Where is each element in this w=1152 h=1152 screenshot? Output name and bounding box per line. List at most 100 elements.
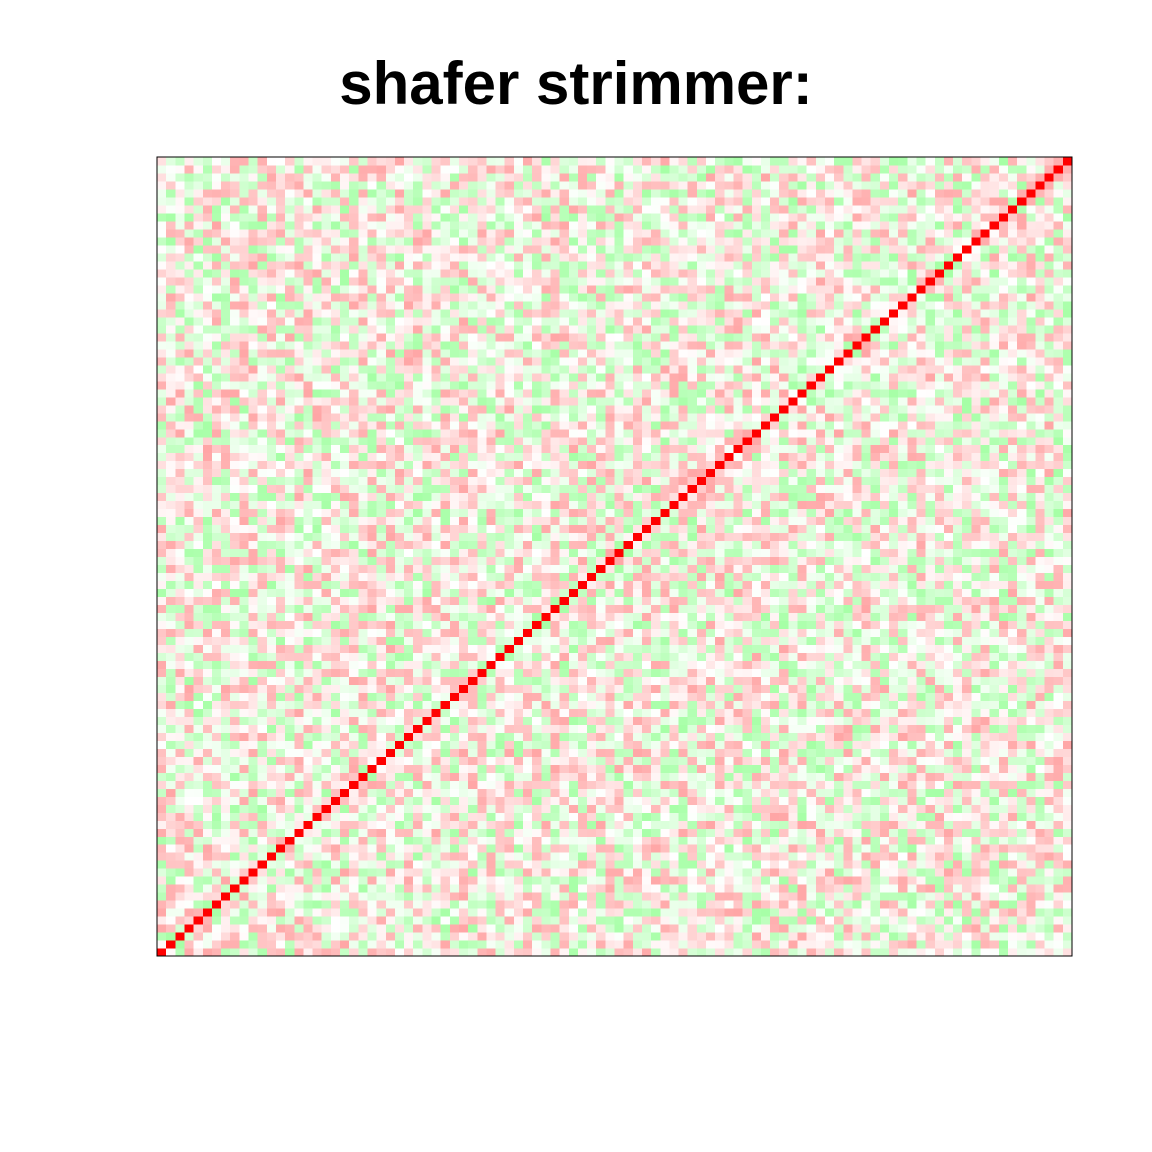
heatmap-cell	[715, 844, 725, 853]
heatmap-cell	[889, 916, 899, 925]
heatmap-cell	[824, 676, 835, 685]
heatmap-cell	[239, 668, 250, 677]
heatmap-cell	[175, 804, 186, 813]
heatmap-cell	[312, 916, 323, 925]
heatmap-cell	[1017, 732, 1027, 741]
heatmap-cell	[605, 844, 616, 853]
heatmap-cell	[239, 812, 250, 821]
heatmap-cell	[824, 748, 835, 757]
heatmap-cell	[376, 948, 387, 957]
heatmap-cell	[834, 564, 844, 574]
heatmap-cell	[953, 652, 963, 661]
heatmap-cell	[376, 556, 387, 566]
heatmap-cell	[239, 772, 250, 781]
heatmap-cell	[166, 764, 176, 773]
heatmap-cell	[907, 852, 918, 861]
heatmap-cell	[760, 916, 771, 925]
heatmap-cell	[532, 636, 542, 645]
heatmap-cell	[596, 836, 606, 845]
heatmap-cell	[1017, 932, 1027, 941]
heatmap-cell	[980, 908, 991, 917]
heatmap-cell	[230, 620, 240, 630]
heatmap-cell	[495, 596, 506, 606]
heatmap-cell	[596, 924, 606, 933]
heatmap-cell	[989, 804, 1000, 813]
heatmap-cell	[678, 860, 689, 869]
heatmap-cell	[413, 844, 423, 853]
heatmap-cell	[898, 684, 908, 693]
heatmap-cell	[303, 700, 314, 709]
heatmap-cell	[641, 948, 652, 957]
heatmap-cell	[568, 860, 579, 869]
heatmap-cell	[376, 780, 387, 789]
heatmap-cell	[532, 804, 542, 813]
heatmap-cell	[907, 772, 918, 781]
heatmap-cell	[193, 628, 204, 637]
heatmap-cell	[358, 908, 369, 917]
heatmap-cell	[834, 940, 844, 949]
heatmap-cell	[266, 924, 277, 933]
heatmap-cell	[248, 676, 259, 685]
heatmap-cell	[221, 660, 231, 669]
heatmap-cell	[916, 636, 927, 645]
heatmap-cell	[550, 900, 561, 909]
heatmap-cell	[385, 940, 396, 949]
heatmap-cell	[669, 572, 680, 582]
heatmap-cell	[303, 932, 314, 941]
heatmap-cell	[687, 644, 698, 653]
heatmap-cell	[294, 668, 304, 677]
heatmap-cell	[934, 660, 945, 669]
heatmap-cell	[587, 716, 597, 725]
heatmap-cell	[358, 580, 369, 590]
heatmap-cell	[175, 796, 186, 805]
heatmap-cell	[861, 916, 872, 925]
heatmap-cell	[193, 820, 204, 829]
heatmap-cell	[166, 788, 176, 797]
heatmap-cell	[376, 572, 387, 582]
heatmap-cell	[907, 812, 918, 821]
heatmap-cell	[980, 588, 991, 598]
heatmap-cell	[669, 708, 680, 717]
heatmap-cell	[541, 868, 552, 877]
heatmap-cell	[340, 748, 350, 757]
heatmap-cell	[879, 836, 890, 845]
heatmap-cell	[742, 916, 753, 925]
heatmap-cell	[724, 692, 735, 701]
heatmap-cell	[349, 668, 359, 677]
heatmap-cell	[440, 660, 451, 669]
heatmap-cell	[596, 556, 606, 566]
heatmap-cell	[971, 924, 982, 933]
heatmap-cell	[541, 604, 552, 614]
heatmap-cell	[449, 860, 460, 869]
heatmap-cell	[596, 828, 606, 837]
heatmap-cell	[815, 604, 826, 614]
heatmap-cell	[770, 852, 780, 861]
heatmap-cell	[916, 716, 927, 725]
heatmap-cell	[495, 892, 506, 901]
heatmap-cell	[1017, 828, 1027, 837]
heatmap-cell	[248, 772, 259, 781]
heatmap-cell	[550, 948, 561, 957]
heatmap-cell	[532, 916, 542, 925]
heatmap-cell	[202, 716, 213, 725]
heatmap-cell	[468, 884, 478, 893]
heatmap-cell	[788, 668, 799, 677]
heatmap-cell	[614, 612, 625, 622]
heatmap-cell	[294, 596, 304, 606]
heatmap-cell	[184, 620, 195, 630]
heatmap-cell	[870, 844, 881, 853]
heatmap-cell	[980, 780, 991, 789]
heatmap-cell	[797, 908, 808, 917]
heatmap-cell	[440, 748, 451, 757]
heatmap-cell	[889, 660, 899, 669]
heatmap-cell	[724, 852, 735, 861]
heatmap-cell	[815, 796, 826, 805]
heatmap-cell	[916, 940, 927, 949]
heatmap-cell	[266, 612, 277, 622]
heatmap-cell	[651, 652, 661, 661]
heatmap-cell	[1035, 636, 1046, 645]
heatmap-cell	[266, 732, 277, 741]
heatmap-cell	[687, 836, 698, 845]
heatmap-cell	[495, 580, 506, 590]
heatmap-cell	[1035, 620, 1046, 630]
